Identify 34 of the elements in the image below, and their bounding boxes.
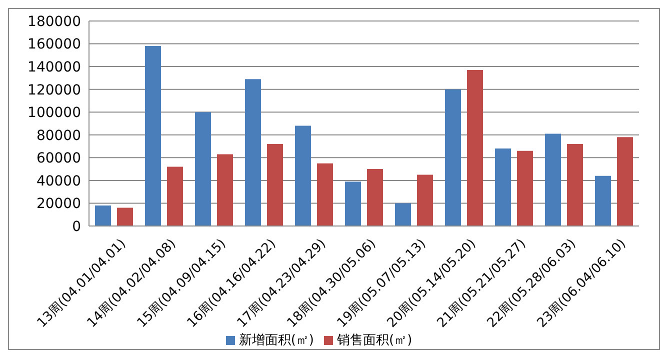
bar [295,126,311,226]
bar [467,70,483,226]
bar [367,169,383,226]
bar [567,144,583,226]
bar [267,144,283,226]
y-tick-label: 80000 [36,128,81,144]
bar [95,206,111,226]
bar [445,89,461,226]
y-tick-label: 140000 [28,60,81,76]
y-tick-label: 120000 [28,82,81,98]
bar [495,148,511,226]
bar [245,79,261,226]
bar [217,154,233,226]
bar [545,134,561,226]
y-tick-label: 20000 [36,196,81,212]
y-tick-label: 40000 [36,173,81,190]
bar [117,208,133,226]
y-tick-label: 180000 [28,14,81,30]
bar [167,166,183,226]
bar [317,163,333,226]
bar [417,174,433,226]
bar [395,203,411,226]
legend-label: 新增面积(㎡) [238,333,314,348]
y-tick-label: 0 [72,218,81,235]
legend-label: 销售面积(㎡) [337,333,412,348]
bar [517,150,533,226]
y-tick-label: 60000 [36,150,81,167]
bar [345,182,361,226]
y-tick-label: 160000 [28,36,81,53]
bar [195,112,211,226]
bar [617,137,633,226]
bar [145,46,161,226]
bar [595,176,611,226]
y-tick-label: 100000 [28,105,81,122]
